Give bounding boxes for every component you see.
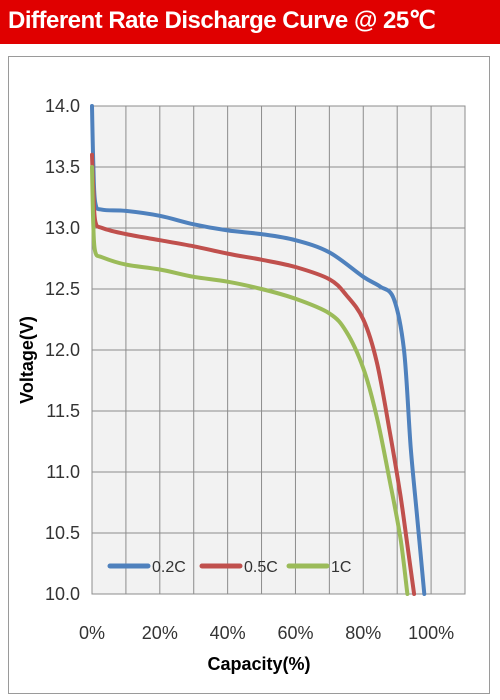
series-line-0.2C <box>90 104 427 596</box>
y-tick-label: 10.0 <box>45 584 80 604</box>
x-axis-title: Capacity(%) <box>207 654 310 674</box>
legend-label-1C: 1C <box>331 559 351 576</box>
y-axis-ticks: 10.0 10.5 11.0 11.5 12.0 12.5 13.0 13.5 14.0 <box>45 96 80 604</box>
y-axis-title: Voltage(V) <box>17 316 37 404</box>
x-axis-ticks: 0% 20% 40% 60% 80% 100% <box>79 623 454 643</box>
legend-label-0.2C: 0.2C <box>152 559 186 576</box>
y-tick-label: 11.0 <box>46 462 80 482</box>
y-tick-label: 13.0 <box>45 218 80 238</box>
x-tick-label: 40% <box>210 623 246 643</box>
series-line-1C <box>90 165 410 596</box>
x-tick-label: 0% <box>79 623 105 643</box>
x-tick-label: 100% <box>408 623 454 643</box>
y-tick-label: 14.0 <box>45 96 80 116</box>
x-tick-label: 80% <box>345 623 381 643</box>
chart-title: Different Rate Discharge Curve @ 25℃ <box>8 7 436 34</box>
y-tick-label: 10.5 <box>45 523 80 543</box>
x-tick-label: 20% <box>142 623 178 643</box>
x-tick-label: 60% <box>277 623 313 643</box>
y-tick-label: 11.5 <box>46 401 80 421</box>
y-tick-label: 13.5 <box>45 157 80 177</box>
y-tick-label: 12.0 <box>45 340 80 360</box>
title-banner: Different Rate Discharge Curve @ 25℃ <box>0 0 500 44</box>
y-tick-label: 12.5 <box>45 279 80 299</box>
series-lines <box>90 104 427 596</box>
series-line-0.5C <box>90 152 417 596</box>
legend: 0.2C 0.5C 1C <box>107 559 351 576</box>
legend-label-0.5C: 0.5C <box>244 559 278 576</box>
